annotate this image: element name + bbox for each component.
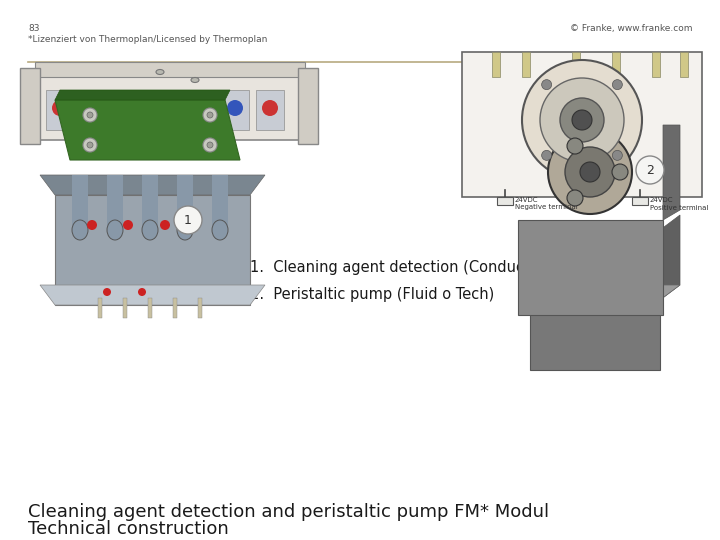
Circle shape — [174, 206, 202, 234]
FancyBboxPatch shape — [198, 298, 202, 318]
FancyBboxPatch shape — [186, 90, 214, 130]
FancyBboxPatch shape — [116, 90, 144, 130]
Circle shape — [612, 79, 622, 90]
Text: 1: 1 — [184, 213, 192, 226]
Text: Technical construction: Technical construction — [28, 520, 229, 538]
Ellipse shape — [142, 220, 158, 240]
FancyBboxPatch shape — [28, 72, 310, 140]
Circle shape — [567, 138, 583, 154]
Ellipse shape — [177, 220, 193, 240]
Circle shape — [567, 190, 583, 206]
Polygon shape — [40, 285, 265, 305]
Text: 2.  Peristaltic pump (Fluid o Tech): 2. Peristaltic pump (Fluid o Tech) — [250, 287, 494, 302]
Text: © Franke, www.franke.com: © Franke, www.franke.com — [570, 24, 692, 33]
Circle shape — [160, 220, 170, 230]
Circle shape — [572, 110, 592, 130]
Ellipse shape — [107, 220, 123, 240]
FancyBboxPatch shape — [572, 52, 580, 77]
Circle shape — [560, 98, 604, 142]
FancyBboxPatch shape — [518, 220, 663, 315]
FancyBboxPatch shape — [107, 175, 123, 230]
FancyBboxPatch shape — [98, 298, 102, 318]
Circle shape — [52, 100, 68, 116]
Circle shape — [122, 100, 138, 116]
FancyBboxPatch shape — [148, 298, 152, 318]
FancyBboxPatch shape — [563, 55, 575, 125]
Text: 24VDC
Positive terminal: 24VDC Positive terminal — [650, 197, 708, 211]
Polygon shape — [55, 100, 240, 160]
Circle shape — [207, 112, 213, 118]
Ellipse shape — [156, 70, 164, 75]
Text: 1.  Cleaning agent detection (Conductivity): 1. Cleaning agent detection (Conductivit… — [250, 260, 567, 275]
FancyBboxPatch shape — [72, 175, 88, 230]
FancyBboxPatch shape — [256, 90, 284, 130]
Circle shape — [87, 100, 103, 116]
FancyBboxPatch shape — [610, 55, 622, 125]
Circle shape — [123, 220, 133, 230]
Circle shape — [522, 60, 642, 180]
FancyBboxPatch shape — [151, 90, 179, 130]
Circle shape — [203, 138, 217, 152]
Polygon shape — [660, 215, 680, 300]
Circle shape — [138, 288, 146, 296]
Circle shape — [87, 142, 93, 148]
Circle shape — [612, 150, 622, 160]
FancyBboxPatch shape — [46, 90, 74, 130]
FancyBboxPatch shape — [173, 298, 177, 318]
FancyBboxPatch shape — [123, 298, 127, 318]
Circle shape — [83, 108, 97, 122]
Ellipse shape — [72, 220, 88, 240]
FancyBboxPatch shape — [497, 197, 513, 205]
FancyBboxPatch shape — [633, 55, 645, 125]
Circle shape — [580, 162, 600, 182]
Circle shape — [103, 288, 111, 296]
Circle shape — [636, 156, 664, 184]
FancyBboxPatch shape — [632, 197, 648, 205]
Circle shape — [203, 108, 217, 122]
Text: *Lizenziert von Thermoplan/Licensed by Thermoplan: *Lizenziert von Thermoplan/Licensed by T… — [28, 35, 267, 44]
Circle shape — [227, 100, 243, 116]
Circle shape — [262, 100, 278, 116]
Circle shape — [540, 78, 624, 162]
Ellipse shape — [212, 220, 228, 240]
Text: 24VDC
Negative terminal: 24VDC Negative terminal — [515, 197, 577, 211]
Circle shape — [87, 220, 97, 230]
Polygon shape — [530, 285, 680, 300]
FancyBboxPatch shape — [530, 300, 660, 370]
FancyBboxPatch shape — [221, 90, 249, 130]
Text: Cleaning agent detection and peristaltic pump FM* Modul: Cleaning agent detection and peristaltic… — [28, 503, 549, 521]
FancyBboxPatch shape — [522, 52, 530, 77]
FancyBboxPatch shape — [612, 52, 620, 77]
Polygon shape — [40, 175, 265, 195]
Circle shape — [87, 112, 93, 118]
Circle shape — [541, 79, 552, 90]
FancyBboxPatch shape — [652, 52, 660, 77]
FancyBboxPatch shape — [81, 90, 109, 130]
Ellipse shape — [191, 78, 199, 83]
Text: 83: 83 — [28, 24, 40, 33]
Circle shape — [565, 147, 615, 197]
FancyBboxPatch shape — [55, 195, 250, 305]
Circle shape — [548, 130, 632, 214]
Circle shape — [207, 142, 213, 148]
Circle shape — [157, 100, 173, 116]
FancyBboxPatch shape — [540, 55, 552, 125]
FancyBboxPatch shape — [298, 68, 318, 144]
Circle shape — [612, 164, 628, 180]
FancyBboxPatch shape — [462, 52, 702, 197]
FancyBboxPatch shape — [142, 175, 158, 230]
Polygon shape — [55, 90, 230, 100]
FancyBboxPatch shape — [177, 175, 193, 230]
Circle shape — [541, 150, 552, 160]
Text: 2: 2 — [646, 164, 654, 177]
FancyBboxPatch shape — [20, 68, 40, 144]
Circle shape — [83, 138, 97, 152]
FancyBboxPatch shape — [212, 175, 228, 230]
FancyBboxPatch shape — [680, 52, 688, 77]
FancyBboxPatch shape — [492, 52, 500, 77]
Circle shape — [192, 100, 208, 116]
FancyBboxPatch shape — [35, 62, 305, 77]
Polygon shape — [663, 125, 680, 220]
